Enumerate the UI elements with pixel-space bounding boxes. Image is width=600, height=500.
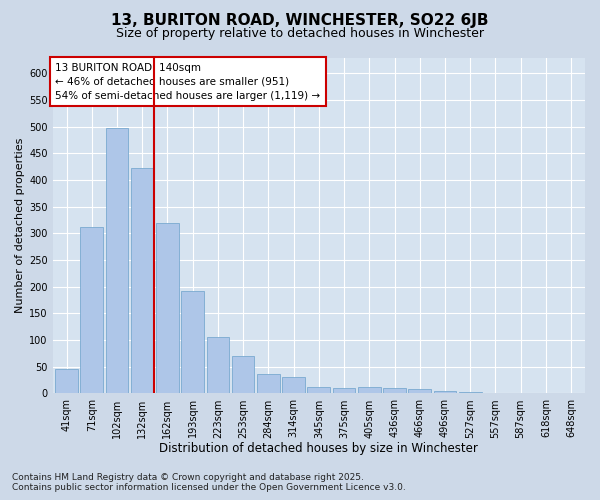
Bar: [206, 338, 229, 394]
Bar: [55, 370, 78, 394]
Bar: [560, 393, 583, 394]
Bar: [156, 223, 179, 394]
Bar: [383, 388, 406, 394]
Bar: [282, 378, 305, 394]
Text: Size of property relative to detached houses in Winchester: Size of property relative to detached ho…: [116, 28, 484, 40]
Bar: [409, 389, 431, 394]
Bar: [333, 388, 355, 394]
Text: 13 BURITON ROAD: 140sqm
← 46% of detached houses are smaller (951)
54% of semi-d: 13 BURITON ROAD: 140sqm ← 46% of detache…: [55, 62, 320, 100]
Text: 13, BURITON ROAD, WINCHESTER, SO22 6JB: 13, BURITON ROAD, WINCHESTER, SO22 6JB: [111, 12, 489, 28]
Bar: [257, 374, 280, 394]
Bar: [358, 387, 380, 394]
Bar: [459, 392, 482, 394]
Bar: [484, 393, 507, 394]
Bar: [181, 290, 204, 394]
Bar: [106, 128, 128, 394]
Bar: [131, 168, 154, 394]
Bar: [80, 226, 103, 394]
Bar: [307, 387, 330, 394]
Bar: [232, 356, 254, 394]
Bar: [434, 391, 457, 394]
X-axis label: Distribution of detached houses by size in Winchester: Distribution of detached houses by size …: [160, 442, 478, 455]
Text: Contains HM Land Registry data © Crown copyright and database right 2025.
Contai: Contains HM Land Registry data © Crown c…: [12, 473, 406, 492]
Y-axis label: Number of detached properties: Number of detached properties: [15, 138, 25, 313]
